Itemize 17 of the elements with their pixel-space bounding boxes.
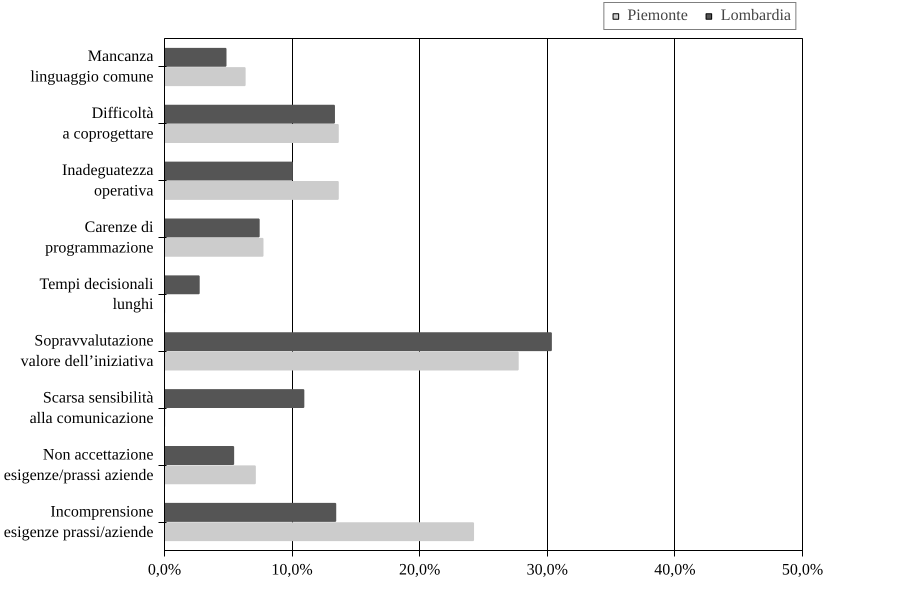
y-tick-label: Inadeguatezza operativa xyxy=(62,162,154,200)
x-tick-label: 30,0% xyxy=(526,562,568,578)
x-tick-label: 50,0% xyxy=(782,562,824,578)
y-tick-label: Incomprensione esigenze prassi/aziende xyxy=(4,503,154,541)
legend-label: Piemonte xyxy=(627,7,688,25)
y-tick-label: Sopravvalutazione valore dell’iniziativa xyxy=(20,332,154,370)
x-tick-label: 10,0% xyxy=(271,562,313,578)
y-tick-label: Tempi decisionali lunghi xyxy=(40,276,154,314)
y-tick-label: Carenze di programmazione xyxy=(45,218,154,256)
y-tick-label: Non accettazione esigenze/prassi aziende xyxy=(4,446,154,484)
x-tick-label: 40,0% xyxy=(654,562,696,578)
y-tick-label: Scarsa sensibilità alla comunicazione xyxy=(30,390,154,427)
legend-label: Lombardia xyxy=(720,7,791,25)
y-tick-label: Mancanza linguaggio comune xyxy=(30,48,154,86)
x-tick-label: 0,0% xyxy=(148,562,182,578)
y-tick-label: Difficoltà a coprogettare xyxy=(62,105,154,143)
x-tick-label: 20,0% xyxy=(399,562,440,578)
